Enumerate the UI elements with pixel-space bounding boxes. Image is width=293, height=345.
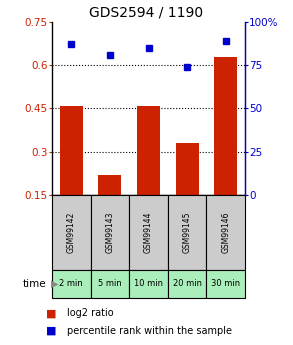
Text: time: time	[23, 279, 46, 289]
Bar	[176, 143, 199, 195]
Text: ▶: ▶	[50, 279, 58, 289]
Bar	[168, 195, 206, 270]
Bar	[91, 195, 129, 270]
Text: ■: ■	[46, 308, 57, 318]
Text: 10 min: 10 min	[134, 279, 163, 288]
Text: GSM99144: GSM99144	[144, 212, 153, 253]
Text: GDS2594 / 1190: GDS2594 / 1190	[89, 5, 204, 19]
Text: log2 ratio: log2 ratio	[67, 308, 113, 318]
Text: 30 min: 30 min	[211, 279, 240, 288]
Bar	[206, 195, 245, 270]
Bar	[98, 175, 122, 195]
Text: percentile rank within the sample: percentile rank within the sample	[67, 326, 232, 336]
Bar	[129, 270, 168, 298]
Text: GSM99146: GSM99146	[221, 212, 230, 253]
Text: 20 min: 20 min	[173, 279, 202, 288]
Text: ■: ■	[46, 326, 57, 336]
Bar	[206, 270, 245, 298]
Text: 5 min: 5 min	[98, 279, 122, 288]
Text: 2 min: 2 min	[59, 279, 83, 288]
Bar	[129, 195, 168, 270]
Bar	[91, 270, 129, 298]
Bar	[214, 57, 237, 195]
Bar	[52, 195, 91, 270]
Text: GSM99142: GSM99142	[67, 212, 76, 253]
Bar	[52, 270, 91, 298]
Bar	[137, 106, 160, 195]
Text: GSM99145: GSM99145	[183, 212, 192, 253]
Text: GSM99143: GSM99143	[105, 212, 114, 253]
Bar	[168, 270, 206, 298]
Bar	[60, 106, 83, 195]
